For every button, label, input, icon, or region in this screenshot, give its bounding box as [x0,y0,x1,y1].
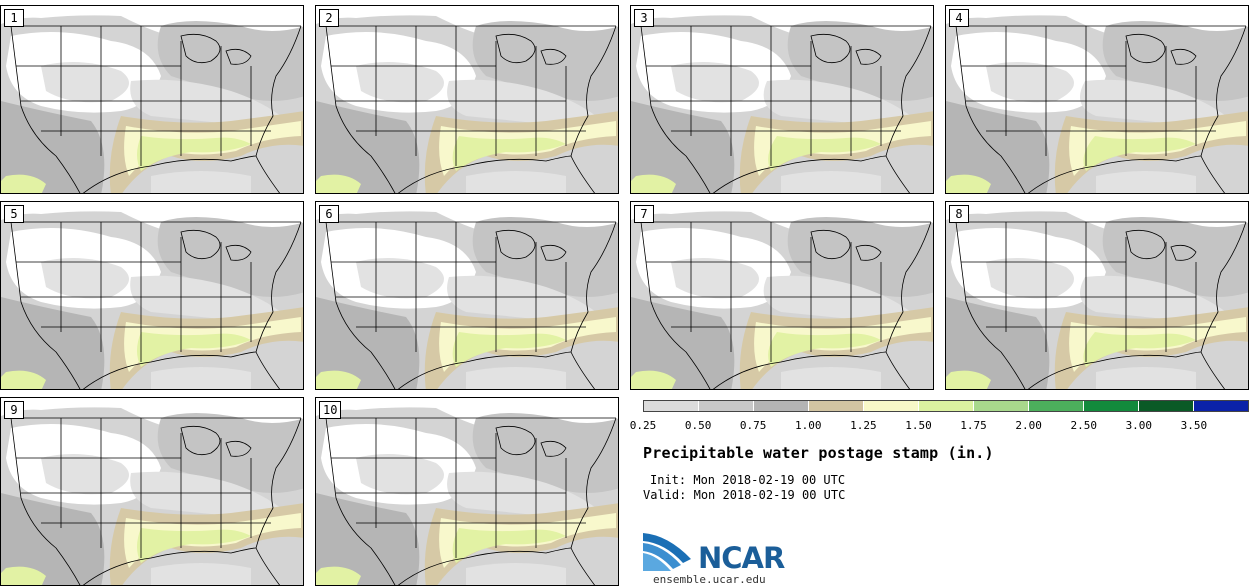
colorbar-segment [644,401,699,411]
map-panel: 5 [0,201,304,390]
map-panel: 4 [945,5,1249,194]
colorbar-segment [919,401,974,411]
precipitable-water-map [316,398,618,585]
panel-number: 8 [949,205,969,223]
colorbar-segment [699,401,754,411]
colorbar-segment [809,401,864,411]
precipitable-water-map [946,6,1248,193]
valid-time: Valid: Mon 2018-02-19 00 UTC [643,488,846,502]
precipitable-water-map [631,202,933,389]
map-panel: 2 [315,5,619,194]
colorbar-segment [1084,401,1139,411]
precipitable-water-map [631,6,933,193]
panel-number: 10 [319,401,342,419]
colorbar-tick-label: 3.50 [1180,419,1208,432]
colorbar-segment [754,401,809,411]
colorbar-segment [1139,401,1194,411]
colorbar-tick-label: 1.00 [795,419,822,432]
colorbar-segment [864,401,919,411]
map-panel: 10 [315,397,619,586]
panel-number: 6 [319,205,339,223]
colorbar-tick-label: 3.00 [1125,419,1153,432]
panel-number: 2 [319,9,339,27]
chart-title: Precipitable water postage stamp (in.) [643,444,994,462]
precipitable-water-map [1,6,303,193]
precipitable-water-map [1,202,303,389]
colorbar-tick-label: 1.50 [905,419,932,432]
precipitable-water-map [946,202,1248,389]
colorbar-tick-label: 1.75 [960,419,987,432]
colorbar-segment [1029,401,1084,411]
panel-number: 9 [4,401,24,419]
colorbar-tick-label: 2.50 [1070,419,1097,432]
panel-number: 5 [4,205,24,223]
map-panel: 8 [945,201,1249,390]
colorbar-tick-label: 0.50 [684,419,712,432]
map-panel: 7 [630,201,934,390]
precipitable-water-map [316,6,618,193]
init-time: Init: Mon 2018-02-19 00 UTC [650,473,846,487]
precipitable-water-map [1,398,303,585]
colorbar-tick-label: 1.25 [850,419,877,432]
colorbar-segment [1194,401,1248,411]
logo-url: ensemble.ucar.edu [653,573,766,586]
map-panel: 9 [0,397,304,586]
panel-number: 1 [4,9,24,27]
colorbar [643,400,1249,412]
ncar-logo-icon [643,533,691,571]
precipitable-water-map [316,202,618,389]
logo-wordmark: NCAR [698,541,785,575]
panel-number: 4 [949,9,969,27]
panel-number: 7 [634,205,654,223]
colorbar-segment [974,401,1029,411]
colorbar-tick-label: 0.25 [629,419,657,432]
panel-number: 3 [634,9,654,27]
map-panel: 1 [0,5,304,194]
colorbar-tick-label: 2.00 [1015,419,1042,432]
map-panel: 6 [315,201,619,390]
colorbar-tick-label: 0.75 [739,419,767,432]
map-panel: 3 [630,5,934,194]
